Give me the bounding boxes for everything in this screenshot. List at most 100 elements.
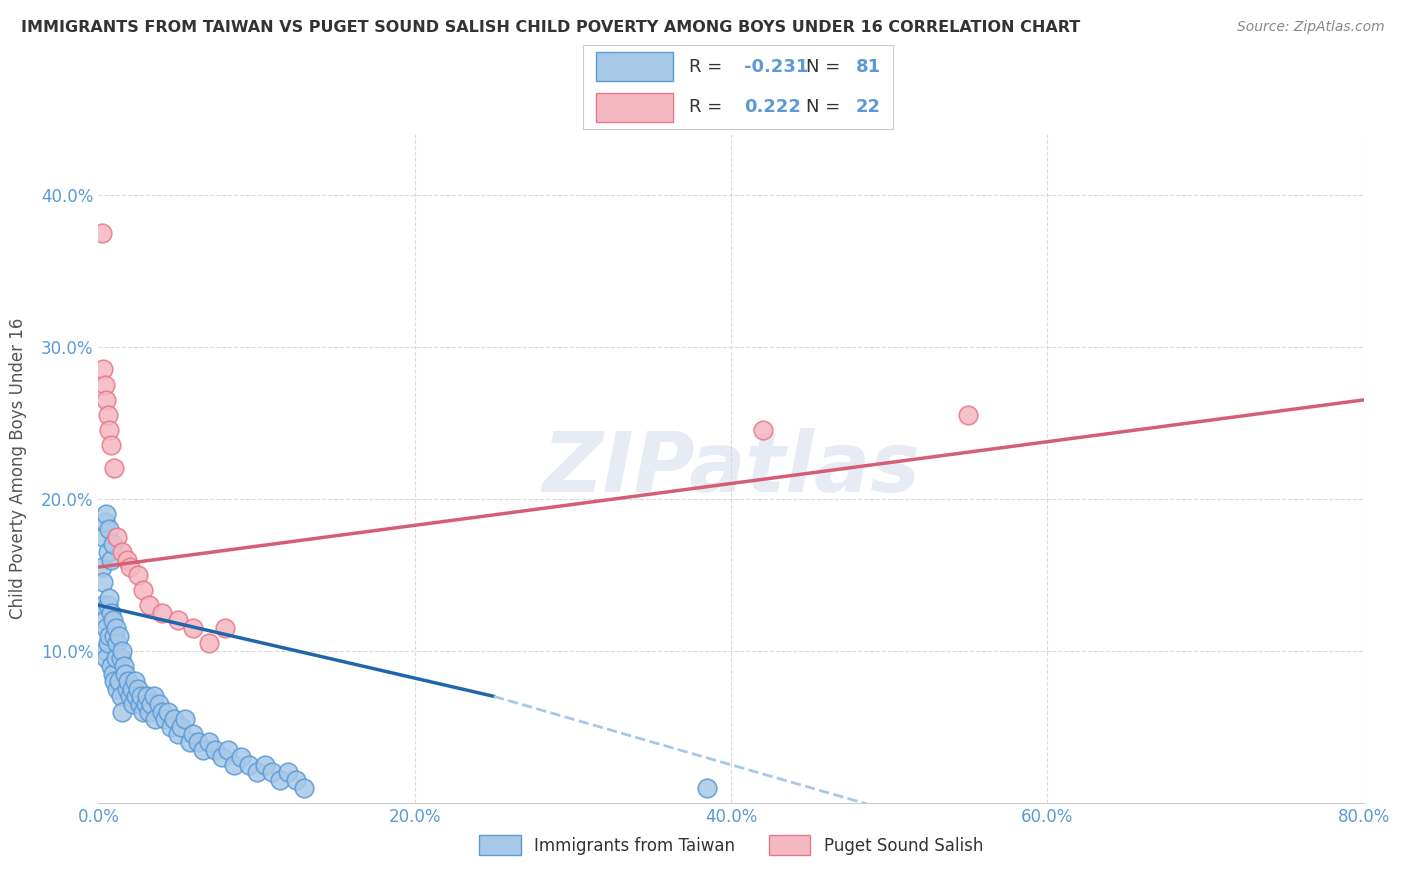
Point <box>103 628 125 642</box>
Point <box>166 613 188 627</box>
Point <box>174 712 197 726</box>
Point <box>101 537 124 551</box>
Point <box>98 591 121 605</box>
Point <box>148 697 170 711</box>
Point <box>101 666 124 681</box>
Point <box>110 651 132 665</box>
Point <box>108 628 131 642</box>
Text: R =: R = <box>689 98 728 116</box>
Point <box>120 690 141 704</box>
Point <box>160 720 183 734</box>
Point <box>166 727 188 741</box>
Point <box>108 674 131 689</box>
Point <box>150 705 173 719</box>
Point <box>121 681 143 696</box>
Point <box>107 681 129 696</box>
FancyBboxPatch shape <box>596 93 673 121</box>
Point <box>229 750 252 764</box>
Point <box>122 697 145 711</box>
Point <box>145 712 166 726</box>
Point <box>132 705 155 719</box>
Point <box>91 530 114 544</box>
Point <box>183 621 205 635</box>
Point <box>104 621 127 635</box>
Point <box>90 560 112 574</box>
Point <box>93 515 117 529</box>
Point <box>129 690 152 704</box>
Point <box>292 780 315 795</box>
Point <box>128 697 150 711</box>
Point <box>96 621 118 635</box>
Point <box>253 757 276 772</box>
Point <box>117 674 139 689</box>
Text: 81: 81 <box>856 58 880 76</box>
Point <box>183 727 205 741</box>
Point <box>135 697 157 711</box>
Point <box>103 674 125 689</box>
Point <box>115 681 138 696</box>
Point <box>96 507 118 521</box>
Point <box>696 780 718 795</box>
Point <box>97 636 120 650</box>
Point <box>100 606 122 620</box>
Point <box>153 712 176 726</box>
Point <box>198 636 221 650</box>
Point <box>204 742 226 756</box>
Point <box>163 712 186 726</box>
Point <box>957 408 980 422</box>
Text: Source: ZipAtlas.com: Source: ZipAtlas.com <box>1237 20 1385 34</box>
Point <box>751 423 773 437</box>
Point <box>142 690 165 704</box>
Point <box>103 461 125 475</box>
Point <box>93 377 117 392</box>
Point <box>246 765 269 780</box>
Point <box>127 567 149 582</box>
Text: -0.231: -0.231 <box>744 58 808 76</box>
Point <box>115 552 138 566</box>
Point <box>91 598 114 612</box>
Text: N =: N = <box>806 58 846 76</box>
Point <box>198 735 221 749</box>
Point <box>91 362 114 376</box>
Point <box>90 226 112 240</box>
Point <box>93 613 117 627</box>
Point <box>97 408 120 422</box>
Point <box>138 705 160 719</box>
Point <box>187 735 209 749</box>
Text: N =: N = <box>806 98 846 116</box>
Point <box>98 522 121 536</box>
Point <box>111 644 134 658</box>
Point <box>139 697 162 711</box>
Text: R =: R = <box>689 58 728 76</box>
Text: IMMIGRANTS FROM TAIWAN VS PUGET SOUND SALISH CHILD POVERTY AMONG BOYS UNDER 16 C: IMMIGRANTS FROM TAIWAN VS PUGET SOUND SA… <box>21 20 1080 35</box>
Point <box>285 772 308 787</box>
Point <box>97 598 120 612</box>
Point <box>93 644 117 658</box>
Point <box>111 545 134 559</box>
Point <box>120 560 141 574</box>
Point <box>136 690 159 704</box>
Text: ZIPatlas: ZIPatlas <box>543 428 920 508</box>
Point <box>214 621 236 635</box>
Point <box>111 705 134 719</box>
Point <box>157 705 180 719</box>
Point <box>100 438 122 452</box>
Point <box>211 750 233 764</box>
Point <box>169 720 191 734</box>
Point <box>107 530 129 544</box>
Point <box>150 606 173 620</box>
Point <box>132 582 155 597</box>
FancyBboxPatch shape <box>596 53 673 81</box>
Point <box>125 690 148 704</box>
Point <box>96 651 118 665</box>
Point <box>91 575 114 590</box>
Point <box>98 423 121 437</box>
Point <box>98 628 121 642</box>
Point <box>277 765 299 780</box>
Legend: Immigrants from Taiwan, Puget Sound Salish: Immigrants from Taiwan, Puget Sound Sali… <box>472 829 990 862</box>
Point <box>114 666 136 681</box>
Point <box>100 659 122 673</box>
Point <box>217 742 239 756</box>
Point <box>224 757 246 772</box>
Point <box>101 613 124 627</box>
